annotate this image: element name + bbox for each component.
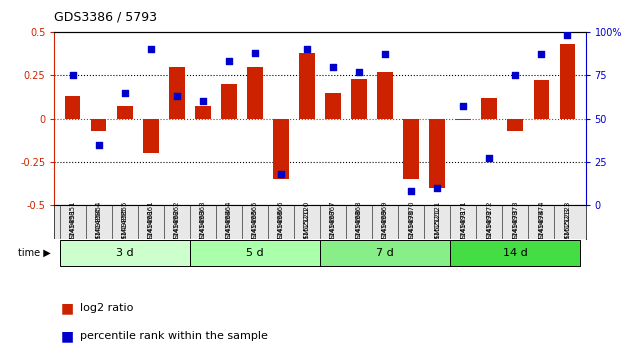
Point	[146, 46, 156, 52]
Point	[172, 93, 182, 99]
Point	[484, 156, 494, 161]
Point	[224, 58, 234, 64]
Point	[432, 185, 442, 191]
Bar	[247, 67, 262, 119]
Point	[536, 52, 547, 57]
Text: GSM149869: GSM149869	[382, 201, 388, 244]
Text: GSM149871: GSM149871	[460, 201, 466, 244]
Point	[458, 104, 468, 109]
Point	[250, 50, 260, 56]
Bar	[195, 107, 211, 119]
Point	[510, 73, 520, 78]
Point	[302, 46, 312, 52]
Point	[328, 64, 338, 69]
Bar	[508, 119, 523, 131]
Bar	[450, 240, 580, 266]
Bar	[221, 84, 237, 119]
Text: GSM149870: GSM149870	[408, 208, 414, 251]
Text: GSM149862: GSM149862	[174, 201, 180, 244]
Text: GSM149851: GSM149851	[70, 201, 76, 244]
Text: 14 d: 14 d	[503, 247, 527, 258]
Text: GSM149873: GSM149873	[512, 201, 518, 244]
Bar	[559, 44, 575, 119]
Point	[406, 189, 416, 194]
Bar	[273, 119, 289, 179]
Bar	[378, 72, 393, 119]
Bar	[456, 119, 471, 120]
Text: time ▶: time ▶	[19, 248, 51, 258]
Text: GDS3386 / 5793: GDS3386 / 5793	[54, 11, 157, 24]
Text: GSM149863: GSM149863	[200, 201, 206, 244]
Text: GSM149851: GSM149851	[70, 208, 76, 251]
Text: GSM149865: GSM149865	[252, 208, 258, 251]
Text: GSM149870: GSM149870	[408, 201, 414, 244]
Bar	[60, 240, 190, 266]
Text: GSM149874: GSM149874	[538, 208, 545, 251]
Text: GSM149861: GSM149861	[148, 201, 154, 244]
Text: GSM149864: GSM149864	[226, 201, 232, 244]
Point	[198, 98, 208, 104]
Text: GSM149863: GSM149863	[200, 208, 206, 251]
Text: GSM149869: GSM149869	[382, 208, 388, 251]
Bar	[117, 107, 132, 119]
Text: ■: ■	[61, 301, 74, 315]
Text: GSM149873: GSM149873	[512, 208, 518, 251]
Point	[67, 73, 77, 78]
Point	[276, 171, 286, 177]
Text: GSM149871: GSM149871	[460, 208, 466, 251]
Text: GSM149862: GSM149862	[174, 208, 180, 251]
Text: GSM152120: GSM152120	[304, 201, 310, 243]
Text: GSM149855: GSM149855	[122, 201, 128, 243]
Text: GSM149854: GSM149854	[95, 208, 102, 250]
Text: GSM149868: GSM149868	[356, 208, 362, 251]
Point	[354, 69, 364, 75]
Text: GSM152121: GSM152121	[434, 201, 440, 243]
Text: ■: ■	[61, 329, 74, 343]
Bar	[403, 119, 419, 179]
Text: log2 ratio: log2 ratio	[80, 303, 133, 313]
Text: GSM149868: GSM149868	[356, 201, 362, 244]
Text: GSM149864: GSM149864	[226, 208, 232, 251]
Bar	[481, 98, 497, 119]
Bar	[91, 119, 106, 131]
Bar	[299, 53, 315, 119]
Text: GSM149866: GSM149866	[278, 201, 284, 244]
Text: GSM149867: GSM149867	[330, 201, 336, 244]
Text: GSM149874: GSM149874	[538, 201, 545, 244]
Bar	[351, 79, 367, 119]
Point	[563, 33, 573, 38]
Text: GSM152121: GSM152121	[434, 208, 440, 250]
Bar	[320, 240, 450, 266]
Bar	[429, 119, 445, 188]
Text: GSM149872: GSM149872	[486, 201, 492, 244]
Text: GSM149854: GSM149854	[95, 201, 102, 243]
Point	[93, 142, 104, 147]
Point	[120, 90, 130, 96]
Text: GSM152120: GSM152120	[304, 208, 310, 250]
Bar	[169, 67, 184, 119]
Text: GSM149867: GSM149867	[330, 208, 336, 251]
Text: GSM149855: GSM149855	[122, 208, 128, 250]
Bar	[534, 80, 549, 119]
Text: 5 d: 5 d	[246, 247, 264, 258]
Bar	[143, 119, 159, 153]
Text: 7 d: 7 d	[376, 247, 394, 258]
Text: GSM152123: GSM152123	[564, 208, 570, 250]
Text: GSM149865: GSM149865	[252, 201, 258, 244]
Text: percentile rank within the sample: percentile rank within the sample	[80, 331, 268, 341]
Bar	[325, 93, 341, 119]
Text: GSM149866: GSM149866	[278, 208, 284, 251]
Bar	[190, 240, 320, 266]
Text: GSM149872: GSM149872	[486, 208, 492, 251]
Point	[380, 52, 390, 57]
Text: 3 d: 3 d	[116, 247, 134, 258]
Text: GSM152123: GSM152123	[564, 201, 570, 243]
Bar	[65, 96, 81, 119]
Text: GSM149861: GSM149861	[148, 208, 154, 251]
